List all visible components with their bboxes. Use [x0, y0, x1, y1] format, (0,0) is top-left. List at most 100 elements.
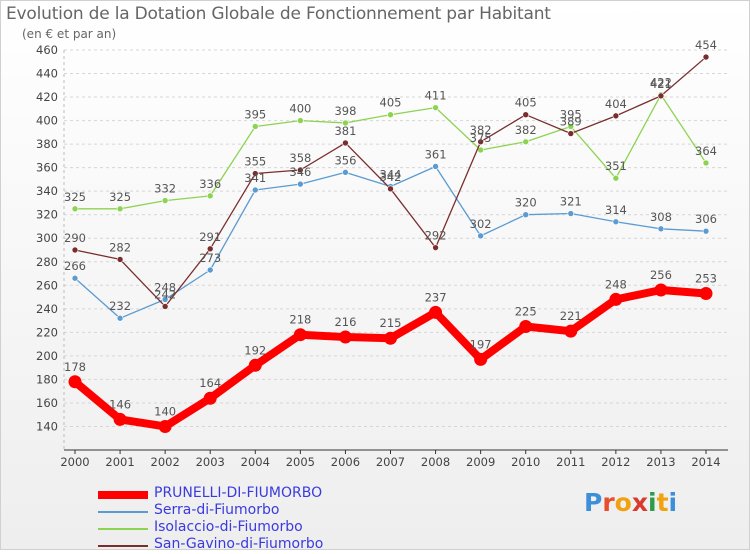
data-point	[702, 53, 710, 61]
data-point	[657, 225, 665, 233]
data-point	[116, 314, 124, 322]
data-label: 375	[470, 131, 492, 145]
data-label: 389	[560, 115, 582, 129]
data-label: 308	[650, 210, 672, 224]
data-label: 346	[289, 165, 311, 179]
y-tick-label: 380	[36, 137, 58, 151]
data-label: 291	[199, 230, 221, 244]
data-point	[116, 256, 124, 263]
data-label: 192	[244, 343, 266, 357]
data-point	[702, 159, 710, 167]
data-point	[567, 130, 575, 137]
logo-letter: o	[614, 488, 632, 517]
data-label: 321	[560, 195, 582, 209]
legend-label: Serra-di-Fiumorbo	[154, 502, 280, 518]
x-tick-label: 2009	[466, 455, 495, 469]
data-point	[432, 163, 439, 170]
data-point	[522, 138, 530, 146]
data-point	[522, 211, 530, 219]
data-label: 232	[109, 299, 131, 313]
logo-letter: i	[648, 488, 657, 517]
data-point	[113, 412, 127, 426]
data-label: 411	[425, 89, 447, 103]
y-tick-label: 220	[36, 325, 58, 339]
data-point	[384, 331, 397, 345]
data-label: 361	[425, 147, 447, 161]
data-label: 216	[334, 315, 356, 329]
data-label: 325	[64, 190, 86, 204]
data-label: 248	[605, 277, 627, 291]
data-point	[699, 287, 713, 301]
data-label: 405	[380, 96, 402, 110]
data-point	[68, 375, 82, 389]
data-point	[654, 283, 668, 297]
x-tick-label: 2012	[601, 455, 630, 469]
data-point	[251, 186, 259, 194]
data-point	[297, 117, 304, 124]
legend-label: San-Gavino-di-Fiumorbo	[154, 536, 324, 552]
data-point	[567, 210, 575, 217]
x-tick-label: 2006	[331, 455, 360, 469]
data-point	[429, 305, 443, 319]
legend-label: PRUNELLI-DI-FIUMORBO	[154, 485, 323, 501]
data-label: 320	[515, 196, 537, 210]
data-label: 382	[515, 123, 537, 137]
data-point	[522, 111, 530, 119]
legend-label: Isolaccio-di-Fiumorbo	[154, 519, 303, 535]
data-point	[161, 303, 169, 310]
data-point	[203, 391, 217, 405]
legend-swatch	[98, 545, 148, 547]
data-label: 242	[154, 287, 176, 301]
y-tick-label: 180	[36, 372, 58, 386]
data-point	[477, 232, 484, 240]
data-label: 395	[560, 107, 582, 121]
y-tick-label: 240	[36, 302, 58, 316]
x-tick-label: 2003	[196, 455, 225, 469]
data-label: 248	[154, 280, 176, 294]
data-point	[251, 170, 259, 177]
data-label: 253	[695, 272, 717, 286]
y-tick-label: 440	[36, 67, 58, 81]
x-tick-label: 2000	[60, 455, 89, 469]
data-point	[71, 274, 79, 282]
data-label: 282	[109, 240, 131, 254]
data-label: 273	[199, 251, 221, 265]
data-point	[387, 111, 394, 119]
data-label: 421	[650, 77, 672, 91]
data-point	[206, 192, 214, 200]
y-tick-label: 160	[36, 396, 58, 410]
data-point	[657, 92, 665, 100]
x-tick-label: 2005	[286, 455, 315, 469]
legend-swatch	[98, 528, 148, 530]
data-label: 398	[334, 104, 356, 118]
data-label: 405	[515, 96, 537, 110]
y-tick-label: 200	[36, 349, 58, 363]
data-label: 404	[605, 97, 627, 111]
proxiti-logo: Proxiti	[584, 488, 677, 517]
x-tick-label: 2014	[691, 455, 720, 469]
logo-letter: r	[602, 488, 615, 517]
data-label: 140	[154, 404, 176, 418]
data-label: 351	[605, 159, 627, 173]
data-label: 221	[560, 309, 582, 323]
data-label: 381	[334, 124, 356, 138]
data-point	[251, 123, 259, 130]
data-point	[432, 244, 439, 251]
data-label: 395	[244, 107, 266, 121]
y-tick-label: 320	[36, 208, 58, 222]
y-tick-label: 340	[36, 184, 58, 198]
data-label: 356	[334, 153, 356, 167]
logo-letter: P	[584, 488, 603, 517]
y-tick-label: 420	[36, 90, 58, 104]
data-label: 306	[695, 212, 717, 226]
data-label: 218	[289, 313, 311, 327]
x-tick-label: 2007	[376, 455, 405, 469]
data-label: 382	[470, 123, 492, 137]
data-label: 454	[695, 38, 717, 52]
y-tick-label: 260	[36, 278, 58, 292]
y-tick-label: 400	[36, 114, 58, 128]
y-tick-label: 360	[36, 161, 58, 175]
data-label: 355	[244, 155, 266, 169]
data-point	[564, 324, 578, 338]
